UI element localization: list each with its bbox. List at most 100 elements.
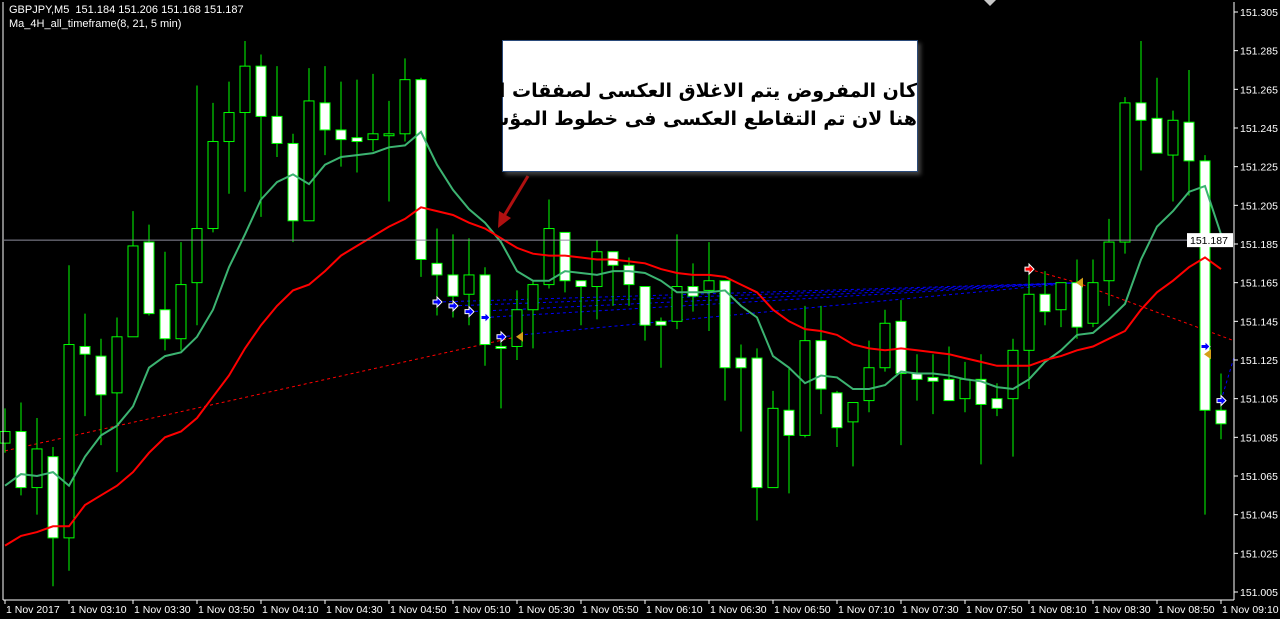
bull-candle bbox=[191, 85, 203, 326]
candle-body bbox=[303, 100, 315, 222]
bear-candle bbox=[415, 77, 427, 277]
bull-candle bbox=[111, 317, 123, 473]
candle-body bbox=[447, 274, 459, 297]
candle-body bbox=[1023, 293, 1035, 351]
candle-body bbox=[655, 320, 667, 326]
time-tick-label: 1 Nov 04:50 bbox=[390, 604, 447, 616]
candle-body bbox=[255, 65, 267, 117]
bear-candle bbox=[351, 79, 363, 173]
buy-arrow-icon bbox=[480, 311, 491, 324]
candle-body bbox=[367, 133, 379, 141]
bear-candle bbox=[15, 402, 27, 496]
ma-slow-line bbox=[4, 206, 1222, 547]
time-tick-label: 1 Nov 04:30 bbox=[326, 604, 383, 616]
time-tick-label: 1 Nov 07:30 bbox=[902, 604, 959, 616]
price-tick-label: 151.285 bbox=[1240, 46, 1278, 58]
price-tick-label: 151.265 bbox=[1240, 84, 1278, 96]
candle-body bbox=[191, 228, 203, 284]
price-tick-label: 151.025 bbox=[1240, 548, 1278, 560]
candle-body bbox=[207, 141, 219, 230]
bear-candle bbox=[1215, 373, 1227, 440]
candle-body bbox=[1167, 119, 1179, 156]
time-tick-label: 1 Nov 09:10 bbox=[1222, 604, 1279, 616]
bear-candle bbox=[47, 447, 59, 587]
candle-body bbox=[959, 378, 971, 400]
candle-body bbox=[527, 284, 539, 311]
bear-candle bbox=[639, 286, 651, 341]
candle-body bbox=[703, 280, 715, 291]
time-tick-label: 1 Nov 08:50 bbox=[1158, 604, 1215, 616]
bull-candle bbox=[383, 100, 395, 202]
candle-body bbox=[879, 322, 891, 369]
annotation-line-2: هنا لان تم التقاطع العكسى فى خطوط المؤشر bbox=[478, 108, 917, 130]
bull-candle bbox=[1167, 110, 1179, 202]
bull-candle bbox=[879, 309, 891, 372]
candle-body bbox=[271, 115, 283, 144]
bear-candle bbox=[1135, 41, 1147, 171]
annotation-line-1: كان المفروض يتم الاغلاق العكسى لصفقات ال… bbox=[444, 80, 917, 102]
buy-arrow-icon bbox=[1216, 394, 1227, 407]
buy-arrow-icon bbox=[464, 305, 475, 318]
price-tick-label: 151.045 bbox=[1240, 510, 1278, 522]
candle-body bbox=[495, 345, 507, 349]
price-tick-label: 151.225 bbox=[1240, 162, 1278, 174]
bear-candle bbox=[1151, 77, 1163, 154]
candle-body bbox=[95, 355, 107, 396]
bear-candle bbox=[735, 344, 747, 432]
candle-body bbox=[383, 133, 395, 137]
trade-markers bbox=[432, 262, 1227, 407]
candle-body bbox=[847, 402, 859, 423]
bull-candle bbox=[367, 73, 379, 152]
bull-candle bbox=[671, 234, 683, 330]
candle-body bbox=[511, 309, 523, 347]
price-tick-label: 151.305 bbox=[1240, 7, 1278, 19]
bear-candle bbox=[1039, 271, 1051, 326]
candle-body bbox=[1215, 409, 1227, 425]
candle-body bbox=[927, 376, 939, 382]
bull-candle bbox=[527, 280, 539, 349]
bull-candle bbox=[591, 240, 603, 320]
chart-shift-marker-icon[interactable] bbox=[984, 0, 996, 6]
candle-body bbox=[639, 286, 651, 326]
bear-candle bbox=[975, 354, 987, 465]
bull-candle bbox=[399, 58, 411, 142]
bear-candle bbox=[575, 280, 587, 326]
annotation-box: كان المفروض يتم الاغلاق العكسى لصفقات ال… bbox=[444, 40, 918, 172]
bear-candle bbox=[655, 317, 667, 368]
candle-body bbox=[159, 309, 171, 340]
time-tick-label: 1 Nov 08:30 bbox=[1094, 604, 1151, 616]
bull-candle bbox=[1007, 338, 1019, 457]
price-tick-label: 151.085 bbox=[1240, 432, 1278, 444]
bear-candle bbox=[271, 66, 283, 157]
buy-arrow-icon bbox=[1200, 340, 1211, 353]
price-tick-label: 151.165 bbox=[1240, 278, 1278, 290]
ma-fast-line bbox=[4, 130, 1222, 488]
sell-trade-line bbox=[1028, 268, 1078, 284]
candle-body bbox=[479, 274, 491, 346]
sell-arrow-icon bbox=[1024, 262, 1035, 276]
current-price-badge bbox=[1187, 233, 1233, 248]
bull-candle bbox=[543, 199, 555, 289]
candle-body bbox=[591, 251, 603, 288]
bull-candle bbox=[303, 68, 315, 222]
bear-candle bbox=[719, 280, 731, 401]
candle-body bbox=[1007, 349, 1019, 400]
candle-body bbox=[79, 345, 91, 355]
price-tick-label: 151.105 bbox=[1240, 394, 1278, 406]
buy-arrow-icon bbox=[496, 330, 507, 344]
bear-candle bbox=[79, 313, 91, 417]
candle-body bbox=[335, 129, 347, 141]
time-tick-label: 1 Nov 07:10 bbox=[838, 604, 895, 616]
candle-body bbox=[1199, 160, 1211, 411]
candle-body bbox=[63, 344, 75, 539]
candle-body bbox=[767, 407, 779, 489]
bear-candle bbox=[991, 383, 1003, 417]
price-tick-label: 151.125 bbox=[1240, 355, 1278, 367]
time-tick-label: 1 Nov 03:10 bbox=[70, 604, 127, 616]
indicator-info: Ma_4H_all_timeframe(8, 21, 5 min) bbox=[9, 18, 182, 30]
bull-candle bbox=[799, 305, 811, 438]
candle-body bbox=[1055, 282, 1067, 311]
price-tick-label: 151.145 bbox=[1240, 316, 1278, 328]
